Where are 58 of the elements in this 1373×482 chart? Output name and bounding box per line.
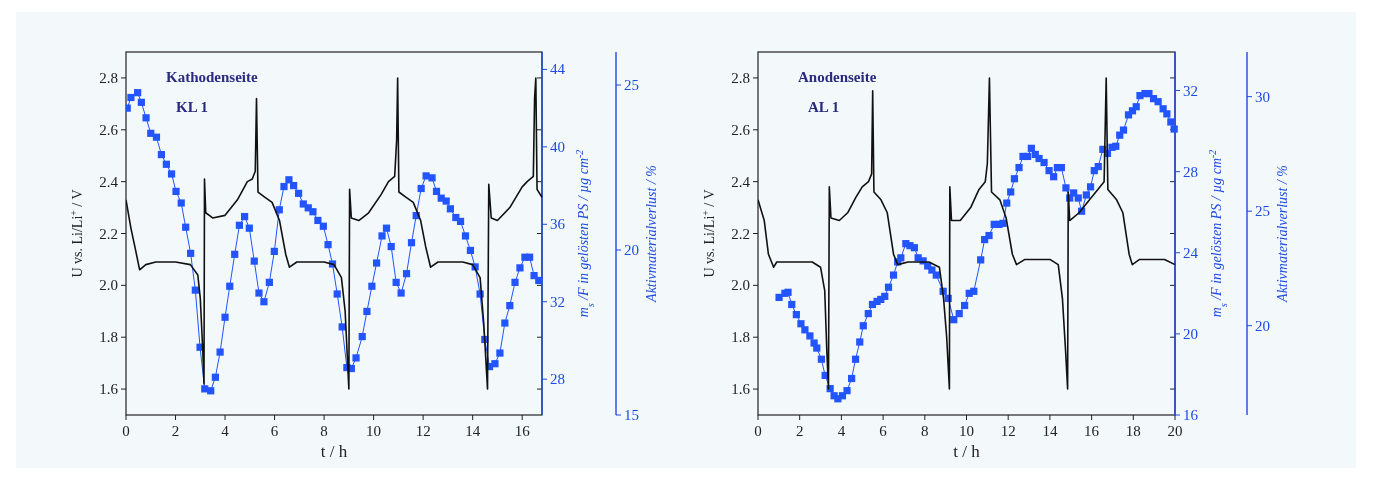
y2-tick-label: 28 [1183, 163, 1198, 180]
x-tick-label: 2 [795, 423, 804, 439]
y3-tick-label: 20 [1255, 317, 1270, 334]
y2-tick-label: 20 [1183, 325, 1198, 342]
annotation: KL 1 [176, 99, 209, 115]
y-tick-label: 2.0 [99, 277, 118, 294]
y3-tick-label: 25 [1255, 203, 1270, 220]
y3-tick-label: 30 [1255, 88, 1270, 105]
x-axis-title: t / h [320, 442, 348, 461]
x-tick-label: 8 [921, 423, 929, 439]
annotation: Anodenseite [798, 69, 877, 85]
y-tick-label: 1.8 [731, 329, 750, 346]
y-tick-label: 1.8 [99, 329, 118, 346]
x-tick-label: 20 [1167, 423, 1183, 439]
y-tick-label: 2.2 [99, 225, 118, 242]
y2-tick-label: 28 [550, 371, 565, 388]
y-tick-label: 2.4 [731, 173, 751, 190]
x-tick-label: 14 [1042, 423, 1058, 439]
x-tick-label: 12 [415, 423, 431, 439]
y3-tick-label: 25 [624, 77, 639, 93]
y-tick-label: 2.6 [731, 121, 751, 138]
y-tick-label: 2.0 [731, 277, 750, 294]
x-tick-label: 0 [754, 423, 762, 439]
x-tick-label: 6 [270, 423, 279, 439]
y3-tick-label: 15 [624, 407, 639, 423]
y2-tick-label: 32 [1183, 82, 1198, 99]
y2-tick-label: 32 [550, 293, 565, 310]
x-tick-label: 12 [1000, 423, 1016, 439]
x-axis-title: t / h [953, 442, 981, 461]
y2-tick-label: 44 [550, 61, 566, 78]
x-tick-label: 6 [879, 423, 888, 439]
y3-axis-title: Aktivmaterialverlust / % [644, 165, 659, 303]
x-tick-label: 10 [366, 423, 382, 439]
x-tick-label: 16 [1084, 423, 1100, 439]
y-tick-label: 2.4 [99, 173, 119, 190]
y2-tick-label: 40 [550, 138, 565, 155]
annotation: Kathodenseite [166, 69, 258, 85]
y2-tick-label: 36 [550, 216, 566, 233]
y2-tick-label: 16 [1183, 407, 1199, 423]
y-tick-label: 1.6 [731, 381, 751, 398]
y-tick-label: 2.8 [99, 69, 118, 86]
x-tick-label: 4 [221, 423, 230, 439]
x-tick-label: 16 [514, 423, 531, 439]
y2-tick-label: 24 [1183, 244, 1199, 261]
y3-axis-title: Aktivmaterialverlust / % [1275, 165, 1290, 303]
x-tick-label: 2 [171, 423, 180, 439]
x-tick-label: 4 [837, 423, 846, 439]
y-tick-label: 2.2 [731, 225, 750, 242]
y3-tick-label: 20 [624, 242, 639, 258]
x-tick-label: 18 [1125, 423, 1141, 439]
x-tick-label: 14 [465, 423, 481, 439]
x-tick-label: 8 [320, 423, 328, 439]
y-tick-label: 2.6 [99, 121, 119, 138]
x-tick-label: 10 [959, 423, 974, 439]
x-tick-label: 0 [122, 423, 130, 439]
annotation: AL 1 [808, 99, 840, 115]
y-tick-label: 2.8 [731, 69, 750, 86]
y-tick-label: 1.6 [99, 381, 119, 398]
